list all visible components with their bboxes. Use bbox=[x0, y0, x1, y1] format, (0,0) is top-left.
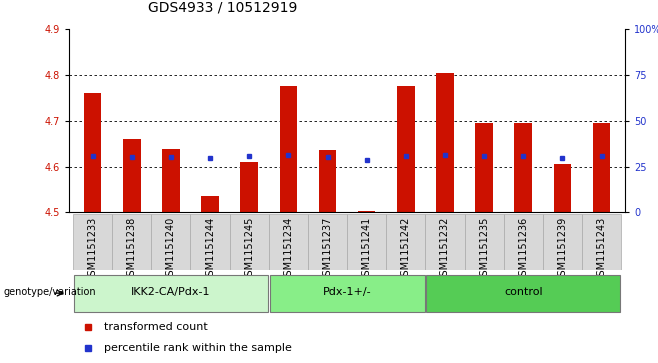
Bar bbox=[515, 123, 532, 212]
Bar bbox=[426, 275, 620, 312]
Text: genotype/variation: genotype/variation bbox=[3, 287, 96, 297]
Bar bbox=[230, 214, 268, 270]
Text: GSM1151236: GSM1151236 bbox=[519, 217, 528, 282]
Bar bbox=[240, 162, 258, 212]
Text: GSM1151234: GSM1151234 bbox=[284, 217, 293, 282]
Bar bbox=[397, 86, 415, 212]
Bar bbox=[358, 211, 376, 212]
Text: GSM1151245: GSM1151245 bbox=[244, 217, 254, 282]
Text: GSM1151242: GSM1151242 bbox=[401, 217, 411, 282]
Bar bbox=[268, 214, 308, 270]
Bar bbox=[543, 214, 582, 270]
Text: GSM1151239: GSM1151239 bbox=[557, 217, 567, 282]
Text: GSM1151232: GSM1151232 bbox=[440, 217, 450, 282]
Text: GSM1151235: GSM1151235 bbox=[479, 217, 489, 282]
Bar bbox=[151, 214, 190, 270]
Text: GSM1151240: GSM1151240 bbox=[166, 217, 176, 282]
Text: GSM1151238: GSM1151238 bbox=[127, 217, 137, 282]
Text: GSM1151237: GSM1151237 bbox=[322, 217, 332, 282]
Bar bbox=[593, 123, 611, 212]
Bar bbox=[386, 214, 426, 270]
Bar bbox=[162, 149, 180, 212]
Text: Pdx-1+/-: Pdx-1+/- bbox=[323, 287, 371, 297]
Text: GDS4933 / 10512919: GDS4933 / 10512919 bbox=[148, 0, 297, 15]
Bar bbox=[73, 214, 112, 270]
Bar bbox=[190, 214, 230, 270]
Text: percentile rank within the sample: percentile rank within the sample bbox=[104, 343, 292, 354]
Bar bbox=[504, 214, 543, 270]
Bar bbox=[465, 214, 504, 270]
Bar bbox=[270, 275, 424, 312]
Bar bbox=[74, 275, 268, 312]
Text: GSM1151244: GSM1151244 bbox=[205, 217, 215, 282]
Bar bbox=[582, 214, 621, 270]
Bar bbox=[426, 214, 465, 270]
Bar bbox=[112, 214, 151, 270]
Bar bbox=[347, 214, 386, 270]
Bar bbox=[553, 164, 571, 212]
Bar bbox=[84, 93, 101, 212]
Bar bbox=[475, 123, 493, 212]
Text: GSM1151233: GSM1151233 bbox=[88, 217, 97, 282]
Bar bbox=[436, 73, 454, 212]
Text: transformed count: transformed count bbox=[104, 322, 208, 332]
Bar bbox=[280, 86, 297, 212]
Text: IKK2-CA/Pdx-1: IKK2-CA/Pdx-1 bbox=[131, 287, 211, 297]
Text: GSM1151243: GSM1151243 bbox=[597, 217, 607, 282]
Text: GSM1151241: GSM1151241 bbox=[362, 217, 372, 282]
Bar bbox=[318, 151, 336, 212]
Bar bbox=[123, 139, 141, 212]
Text: control: control bbox=[504, 287, 543, 297]
Bar bbox=[308, 214, 347, 270]
Bar bbox=[201, 196, 219, 212]
